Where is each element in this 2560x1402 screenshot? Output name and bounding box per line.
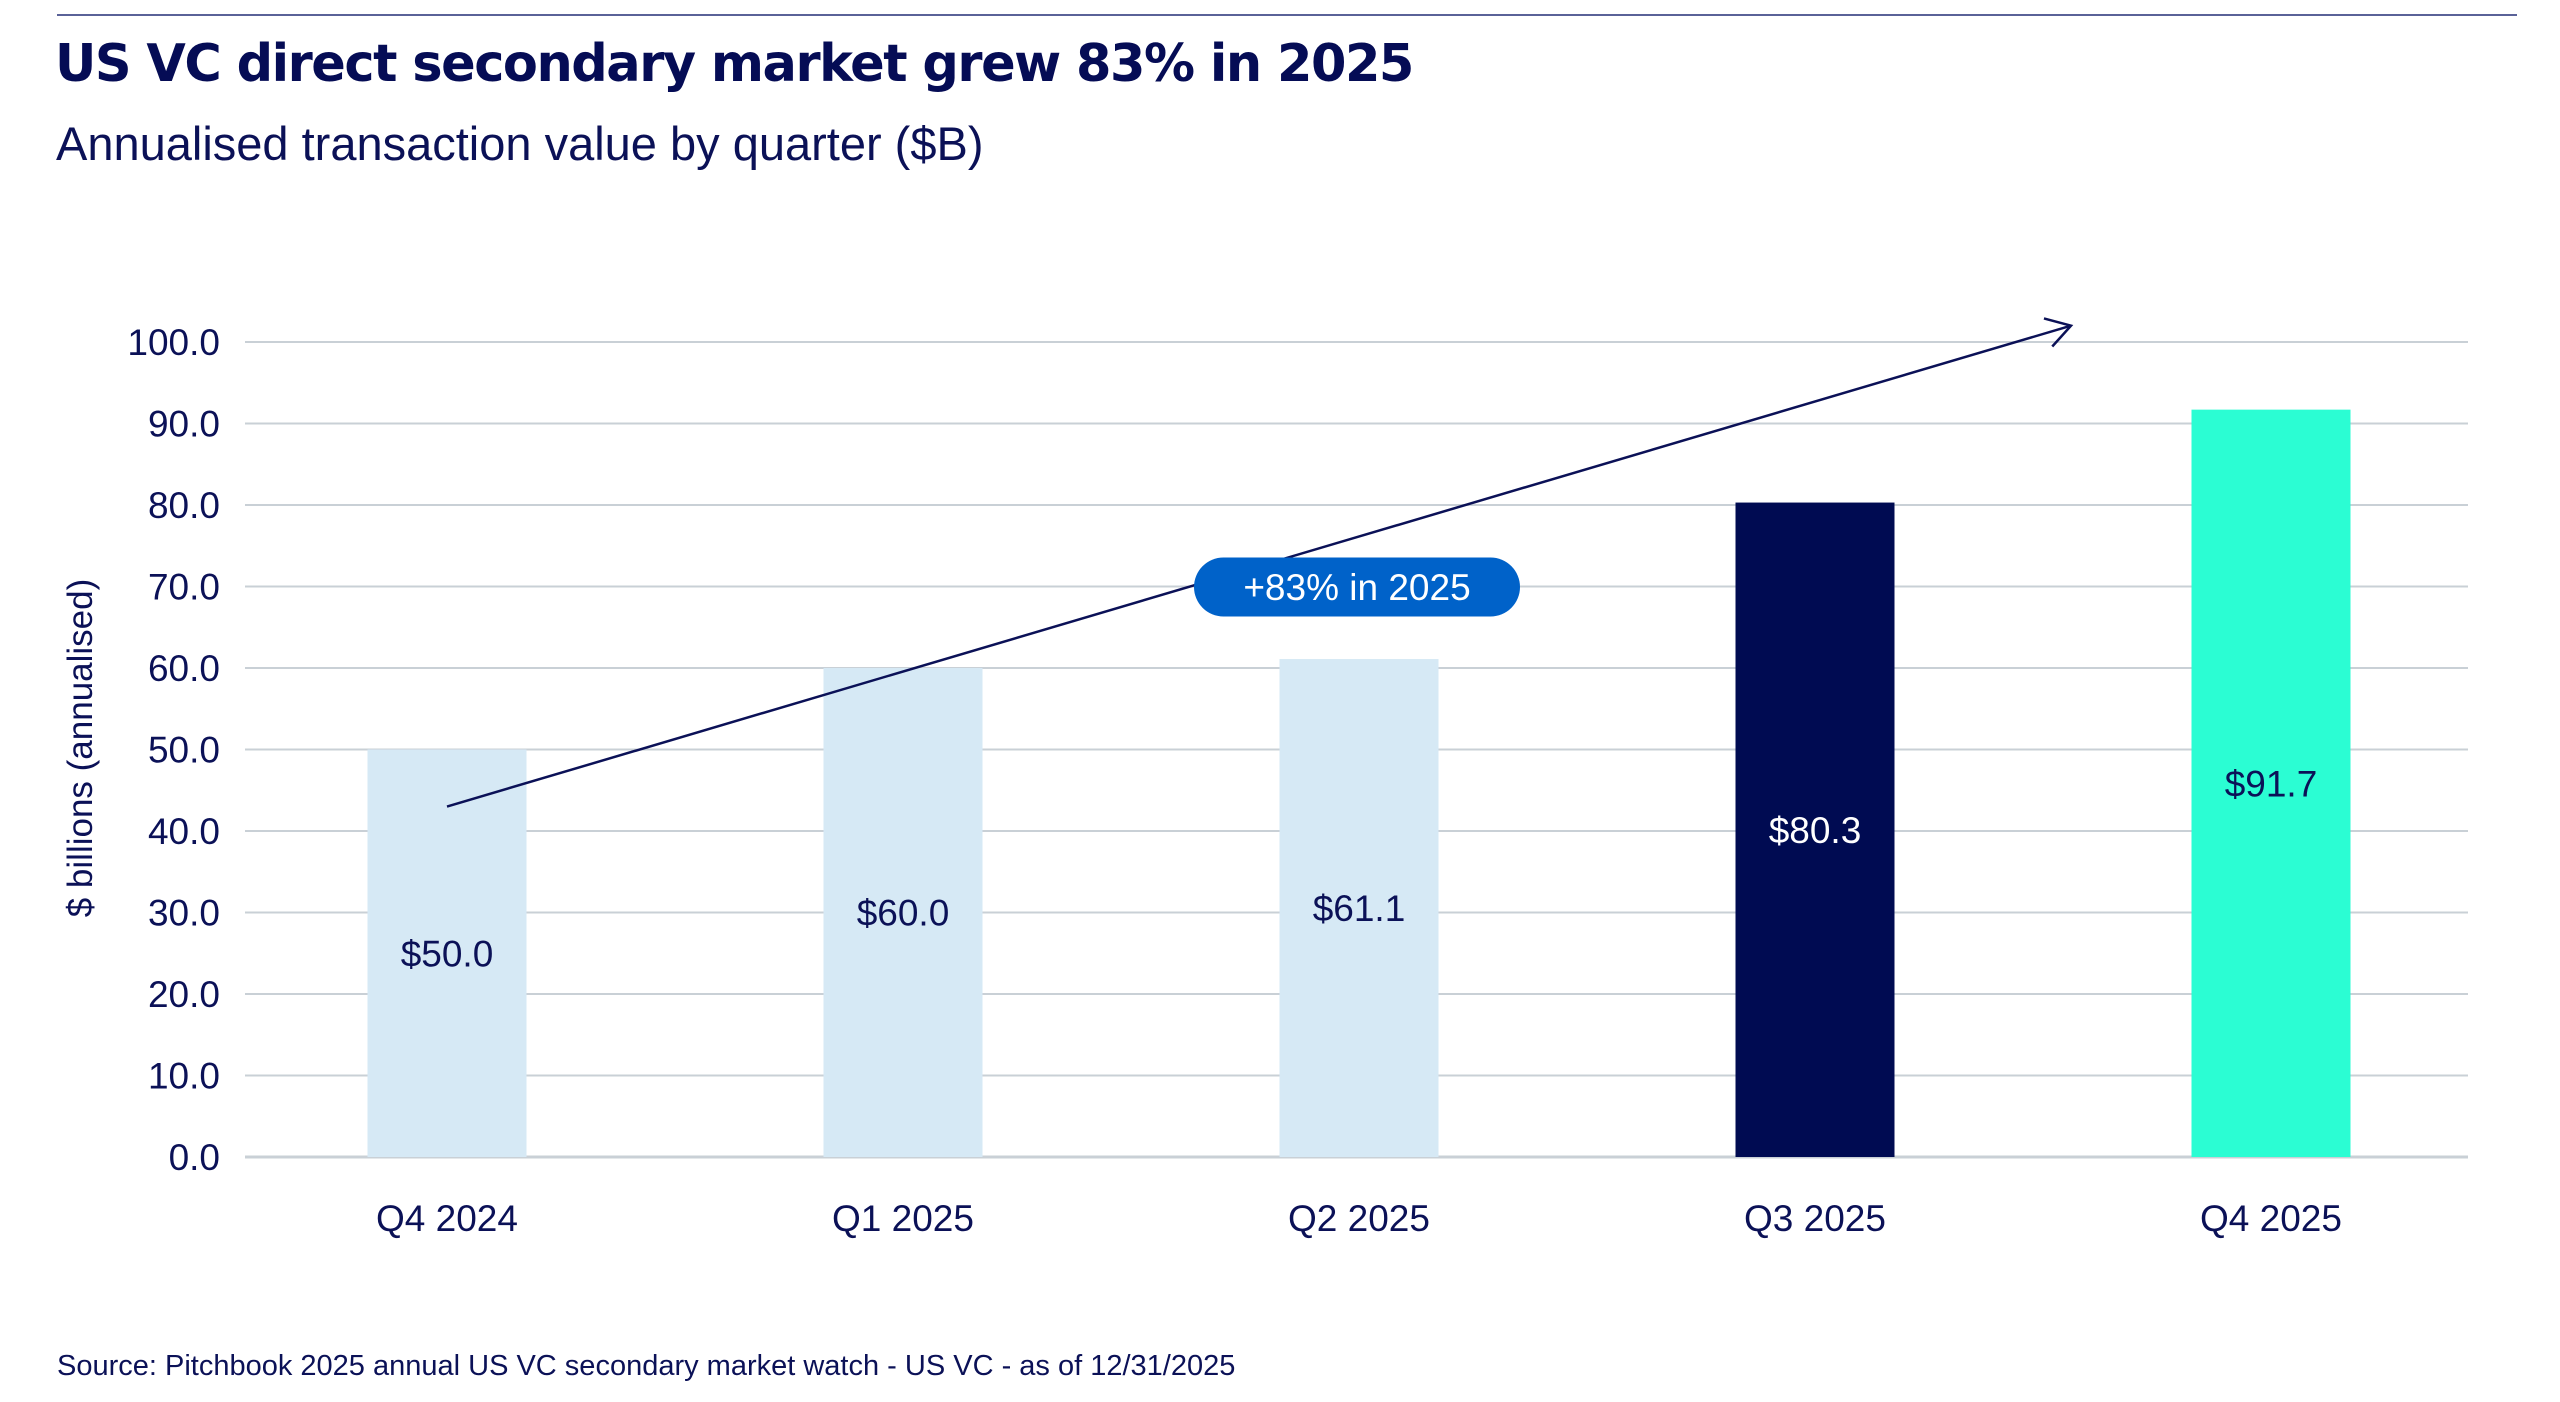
x-category-label: Q1 2025 xyxy=(832,1198,974,1239)
bar-q4-2024 xyxy=(367,749,527,1157)
chart-subtitle: Annualised transaction value by quarter … xyxy=(56,117,984,170)
x-category-label: Q4 2025 xyxy=(2200,1198,2342,1239)
y-tick-label: 50.0 xyxy=(148,730,220,771)
arrowhead-icon xyxy=(2043,317,2074,348)
y-tick-label: 20.0 xyxy=(148,974,220,1015)
y-tick-label: 30.0 xyxy=(148,893,220,934)
growth-badge xyxy=(1194,557,1520,617)
data-label: $80.3 xyxy=(1769,810,1862,851)
bars xyxy=(367,409,2351,1157)
bar-q4-2025 xyxy=(2191,409,2351,1157)
x-category-label: Q3 2025 xyxy=(1744,1198,1886,1239)
trend-annotation: +83% in 2025 xyxy=(446,317,2074,808)
y-tick-label: 100.0 xyxy=(127,322,220,363)
data-label: $91.7 xyxy=(2225,763,2318,804)
x-category-label: Q4 2024 xyxy=(376,1198,518,1239)
top-rule xyxy=(57,14,2517,16)
source-note: Source: Pitchbook 2025 annual US VC seco… xyxy=(57,1350,1236,1382)
bar-q3-2025 xyxy=(1735,502,1895,1157)
growth-badge-text: +83% in 2025 xyxy=(1243,567,1470,608)
chart-title: US VC direct secondary market grew 83% i… xyxy=(55,34,1414,94)
y-axis-label: $ billions (annualised) xyxy=(61,579,100,918)
data-label: $61.1 xyxy=(1313,888,1406,929)
data-label: $60.0 xyxy=(857,893,950,934)
y-tick-label: 90.0 xyxy=(148,404,220,445)
y-tick-label: 60.0 xyxy=(148,648,220,689)
y-tick-label: 10.0 xyxy=(148,1056,220,1097)
y-tick-label: 0.0 xyxy=(169,1137,220,1178)
y-tick-label: 70.0 xyxy=(148,567,220,608)
y-tick-label: 80.0 xyxy=(148,485,220,526)
bar-q1-2025 xyxy=(823,668,983,1157)
data-labels: $50.0 $60.0 $61.1 $80.3 $91.7 xyxy=(401,763,2318,974)
x-axis-categories: Q4 2024 Q1 2025 Q2 2025 Q3 2025 Q4 2025 xyxy=(376,1198,2342,1239)
bar-q2-2025 xyxy=(1279,659,1439,1157)
y-tick-label: 40.0 xyxy=(148,811,220,852)
y-axis-ticks: 0.0 10.0 20.0 30.0 40.0 50.0 60.0 70.0 80.0 90.0 1… xyxy=(127,322,220,1178)
data-label: $50.0 xyxy=(401,933,494,974)
x-category-label: Q2 2025 xyxy=(1288,1198,1430,1239)
